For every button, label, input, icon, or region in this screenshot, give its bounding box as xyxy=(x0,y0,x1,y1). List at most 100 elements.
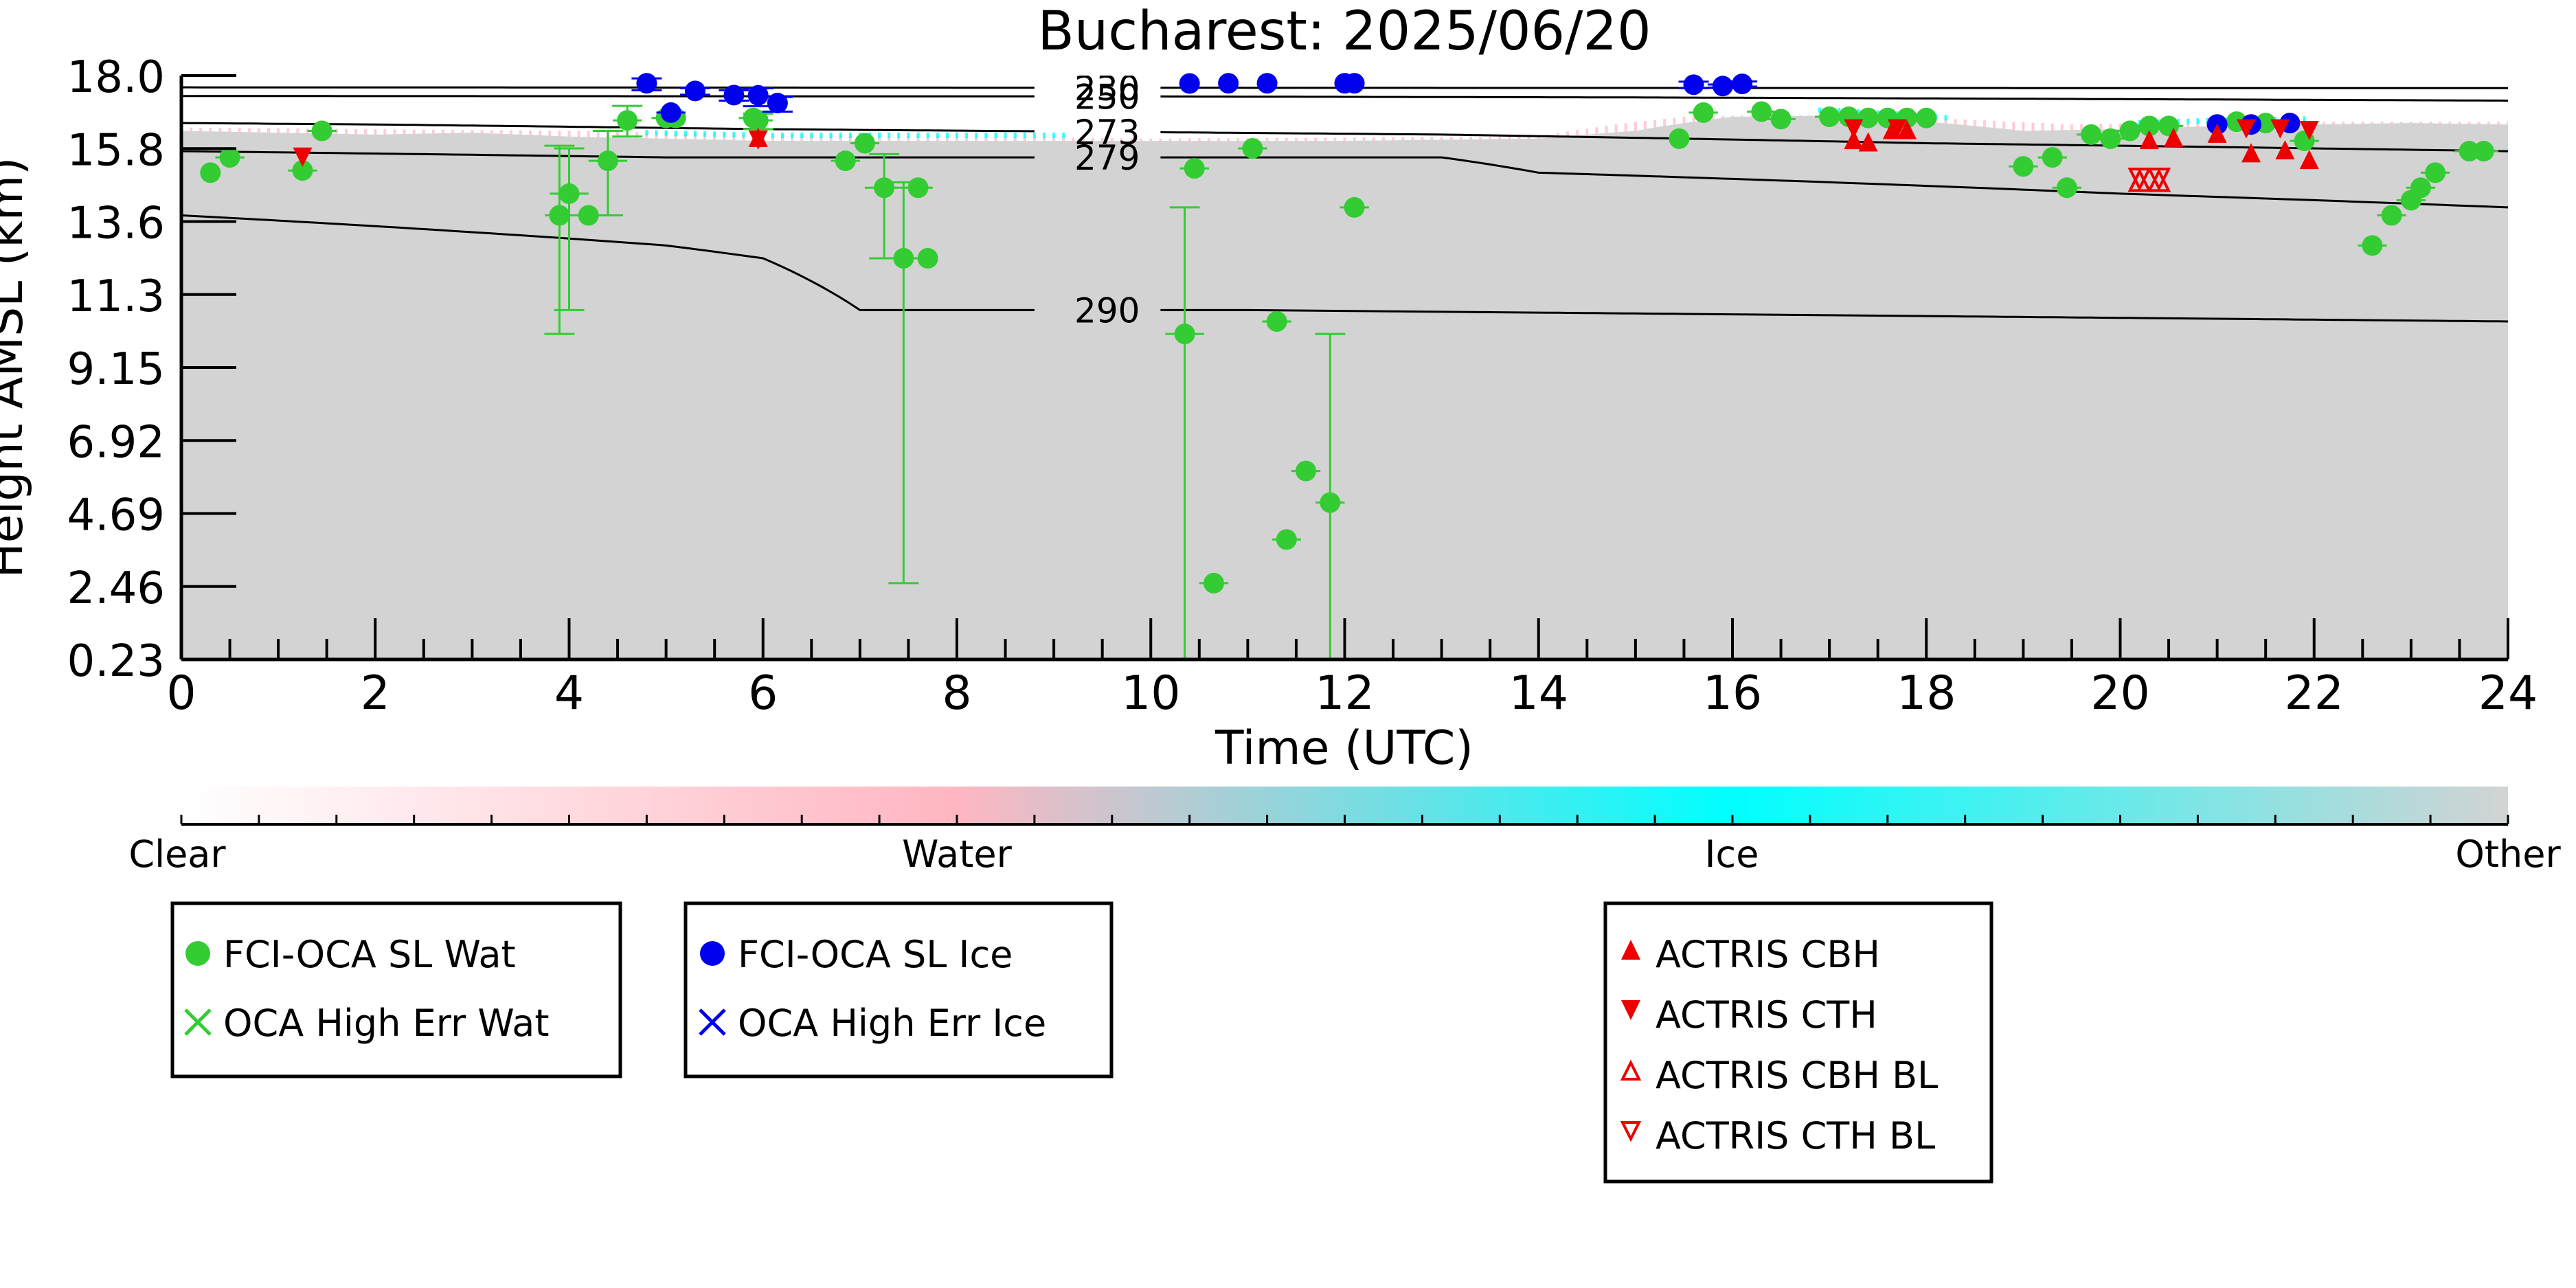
contour-label: 250 xyxy=(1074,77,1140,117)
legend-marker-cth xyxy=(1621,1000,1640,1020)
legend-marker-cth-bl xyxy=(1620,1121,1642,1142)
data-point xyxy=(747,110,769,131)
x-tick-label: 20 xyxy=(2090,666,2150,721)
classification-background xyxy=(181,107,2508,659)
legend-box-water: FCI-OCA SL Wat OCA High Err Wat xyxy=(170,901,622,1078)
data-point xyxy=(1819,106,1840,128)
series-7 xyxy=(2127,168,2171,192)
data-point xyxy=(2164,127,2184,147)
data-point xyxy=(1844,119,1864,139)
x-tick-label: 22 xyxy=(2284,666,2344,721)
data-point xyxy=(2425,162,2446,183)
data-point xyxy=(558,183,580,204)
data-point xyxy=(2236,119,2256,139)
y-tick-label: 13.6 xyxy=(67,199,166,249)
y-tick-label: 9.15 xyxy=(67,344,166,395)
data-point xyxy=(578,205,599,226)
contour-label: 273 xyxy=(1074,113,1140,152)
data-point xyxy=(2362,235,2383,256)
contour-line xyxy=(1160,308,2508,323)
contour-line xyxy=(1160,156,2508,209)
data-point xyxy=(747,84,769,106)
x-tick-label: 14 xyxy=(1509,666,1568,721)
data-point xyxy=(1203,572,1224,594)
x-tick-label: 16 xyxy=(1703,666,1763,721)
y-tick-label: 15.8 xyxy=(67,125,166,176)
data-point xyxy=(767,93,788,114)
y-tick-label: 0.23 xyxy=(67,636,166,687)
data-point xyxy=(1897,120,1917,139)
contour-230: 230 xyxy=(181,69,2508,109)
data-point xyxy=(1174,324,1195,345)
data-markers xyxy=(200,73,2498,661)
legend-marker-ice-circle xyxy=(700,941,725,966)
data-point xyxy=(200,162,221,183)
data-point xyxy=(917,248,938,269)
colorbar: Clear Water Ice Other xyxy=(128,787,2561,876)
data-point xyxy=(2299,121,2319,141)
data-point xyxy=(1344,73,1365,94)
data-point xyxy=(1296,460,1317,482)
data-point xyxy=(1184,158,1205,179)
legend-marker-wat-x xyxy=(184,1008,212,1036)
legend-label-cth-bl: ACTRIS CTH BL xyxy=(1656,1114,1935,1157)
contour-line xyxy=(1160,87,2508,89)
data-point xyxy=(748,130,768,150)
contour-label: 230 xyxy=(1074,69,1140,109)
legend-label-fci-ice: FCI-OCA SL Ice xyxy=(738,933,1013,976)
data-point xyxy=(660,102,681,123)
data-point xyxy=(907,177,929,199)
y-tick-label: 11.3 xyxy=(67,271,166,322)
data-point xyxy=(2119,120,2140,142)
data-point xyxy=(597,150,618,172)
data-point xyxy=(1266,310,1287,332)
legend-label-cbh-bl: ACTRIS CBH BL xyxy=(1656,1054,1938,1097)
legend-label-cbh: ACTRIS CBH xyxy=(1656,933,1880,976)
data-point xyxy=(1276,529,1297,550)
data-point xyxy=(1732,74,1753,95)
data-point xyxy=(2381,205,2402,226)
data-point xyxy=(1179,73,1200,94)
x-tick-label: 18 xyxy=(1897,666,1956,721)
y-tick-label: 2.46 xyxy=(67,563,166,614)
y-tick-label: 18.0 xyxy=(67,52,166,103)
data-point xyxy=(2081,124,2102,145)
data-point xyxy=(2207,123,2227,143)
legend-label-fci-wat: FCI-OCA SL Wat xyxy=(223,933,516,976)
data-point xyxy=(1218,73,1239,94)
series-0 xyxy=(200,101,2498,661)
data-point xyxy=(874,177,895,199)
legend-box-actris: ACTRIS CBH ACTRIS CTH ACTRIS CBH BL ACTR… xyxy=(1603,901,1993,1184)
x-tick-label: 12 xyxy=(1315,666,1375,721)
data-point xyxy=(1770,109,1792,130)
data-point xyxy=(2275,140,2295,160)
data-point xyxy=(2056,177,2077,199)
data-point xyxy=(2138,115,2160,137)
data-point xyxy=(1916,107,1937,128)
data-point xyxy=(2127,168,2151,192)
data-point xyxy=(2473,141,2494,162)
data-point xyxy=(2410,177,2431,199)
data-point xyxy=(293,147,313,167)
legend-marker-ice-x xyxy=(699,1008,726,1036)
colorbar-label-ice: Ice xyxy=(1705,833,1759,876)
data-point xyxy=(617,110,638,131)
data-point xyxy=(1857,107,1879,128)
data-point xyxy=(1320,492,1341,513)
data-point xyxy=(549,205,570,226)
data-point xyxy=(1844,130,1864,150)
axes: 0 2 4 6 8 10 12 14 16 18 20 22 240.232.464.696.929.1… xyxy=(67,52,2538,721)
y-tick-label: 4.69 xyxy=(67,490,166,541)
data-point xyxy=(854,133,875,154)
contour-290: 290 xyxy=(181,214,2508,330)
data-point xyxy=(1887,119,1907,139)
legend-label-cth: ACTRIS CTH xyxy=(1656,993,1877,1037)
contour-line xyxy=(181,86,1035,89)
series-5 xyxy=(293,119,2319,167)
x-tick-label: 6 xyxy=(748,666,778,721)
data-point xyxy=(2270,119,2290,139)
x-tick-label: 24 xyxy=(2478,666,2538,721)
x-tick-label: 4 xyxy=(554,666,584,721)
colorbar-label-clear: Clear xyxy=(128,833,226,876)
